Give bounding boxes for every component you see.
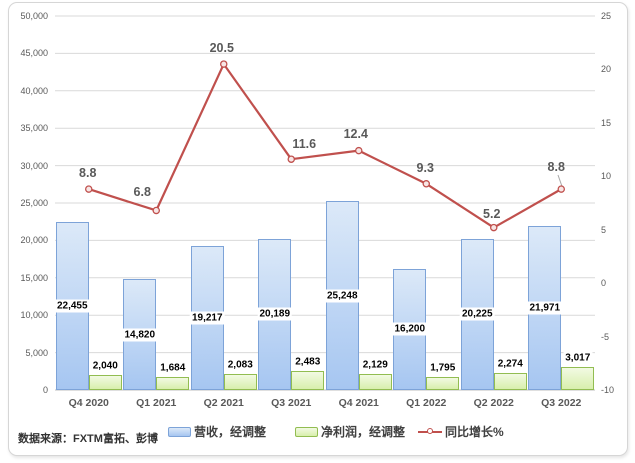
legend-label-growth: 同比增长% <box>445 425 504 439</box>
left-axis-tick: 45,000 <box>20 48 48 59</box>
left-axis-tick: 50,000 <box>20 11 48 21</box>
revenue-bar-label: 16,200 <box>392 322 428 336</box>
profit-bar-label: 2,483 <box>293 355 323 369</box>
profit-bar-label: 1,684 <box>158 361 188 375</box>
x-axis-label: Q4 2021 <box>338 397 379 409</box>
left-axis-tick: 35,000 <box>20 123 48 134</box>
legend-item-growth: 同比增长% <box>418 423 504 441</box>
growth-point-label: 8.8 <box>79 166 97 181</box>
revenue-bar-label: 25,248 <box>324 289 360 303</box>
x-axis-label: Q2 2021 <box>203 397 244 409</box>
profit-bar <box>561 367 595 390</box>
profit-bar <box>291 371 325 390</box>
profit-bar-label: 2,129 <box>360 358 390 372</box>
profit-bar-label: 2,040 <box>90 359 120 373</box>
right-axis-tick: -5 <box>601 331 610 342</box>
revenue-bar-label: 14,820 <box>122 328 158 342</box>
right-axis-tick: 20 <box>601 64 612 75</box>
x-axis-label: Q2 2022 <box>473 397 514 409</box>
left-axis-tick: 30,000 <box>20 160 48 171</box>
revenue-bar-label: 20,189 <box>257 307 293 321</box>
profit-bar-label: 2,083 <box>225 358 255 372</box>
revenue-bar-label: 19,217 <box>189 311 225 325</box>
source-note: 数据来源：FXTM富拓、彭博 <box>18 433 158 445</box>
growth-line-swatch-icon <box>418 427 442 437</box>
right-axis-tick: 10 <box>601 171 612 182</box>
x-axis-label: Q1 2021 <box>136 397 177 409</box>
left-axis-tick: 10,000 <box>20 310 48 321</box>
profit-bar <box>156 377 190 390</box>
profit-bar-label: 2,274 <box>495 357 525 371</box>
profit-bar <box>493 372 527 390</box>
growth-point-label: 5.2 <box>483 206 501 221</box>
left-axis-tick: 15,000 <box>20 272 48 283</box>
growth-point-label: 8.8 <box>547 160 565 175</box>
profit-bar-label: 1,795 <box>428 361 458 375</box>
legend-label-profit: 净利润，经调整 <box>321 425 406 439</box>
left-axis-tick: 25,000 <box>20 198 48 208</box>
left-axis-tick: 20,000 <box>20 235 48 246</box>
growth-point-label: 20.5 <box>209 41 234 56</box>
revenue-bar-label: 22,455 <box>54 299 90 313</box>
legend-item-profit: 净利润，经调整 <box>295 423 405 441</box>
left-axis-tick: 5,000 <box>25 347 48 358</box>
right-axis-tick: 25 <box>601 11 612 21</box>
profit-swatch-icon <box>295 427 318 437</box>
growth-point-label: 9.3 <box>416 160 434 175</box>
profit-bar <box>88 374 122 390</box>
growth-point-label: 11.6 <box>292 137 317 152</box>
growth-point-label: 6.8 <box>133 185 151 200</box>
revenue-swatch-icon <box>168 427 191 437</box>
legend-label-revenue: 营收，经调整 <box>194 425 267 439</box>
x-axis-label: Q1 2022 <box>406 397 447 409</box>
legend: 营收，经调整 净利润，经调整 同比增长% <box>0 420 635 440</box>
profit-bar <box>358 374 392 390</box>
profit-bar-label: 3,017 <box>563 351 593 365</box>
right-axis-tick: 0 <box>601 278 607 289</box>
left-axis-tick: 0 <box>42 385 48 395</box>
x-axis-label: Q3 2022 <box>541 397 582 409</box>
growth-point-label: 12.4 <box>343 126 368 141</box>
legend-item-revenue: 营收，经调整 <box>168 423 266 441</box>
right-axis-tick: 5 <box>601 224 607 235</box>
left-axis-tick: 40,000 <box>20 85 48 96</box>
revenue-bar-label: 20,225 <box>459 307 495 321</box>
profit-bar <box>426 376 460 390</box>
right-axis-tick: 15 <box>601 117 612 128</box>
x-axis-label: Q4 2020 <box>68 397 109 409</box>
right-axis-tick: -10 <box>601 385 615 395</box>
profit-bar <box>223 374 257 390</box>
revenue-bar-label: 21,971 <box>527 301 563 315</box>
x-axis-label: Q3 2021 <box>271 397 312 409</box>
